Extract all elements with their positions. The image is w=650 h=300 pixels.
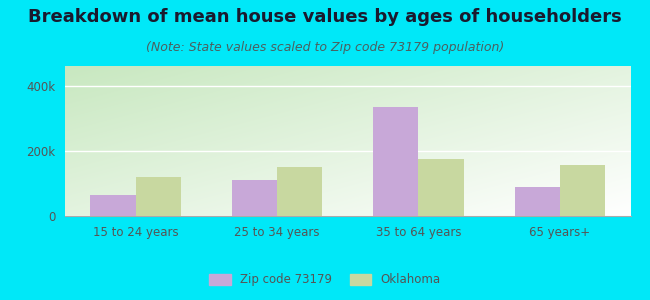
Bar xyxy=(560,166,605,216)
Legend: Zip code 73179, Oklahoma: Zip code 73179, Oklahoma xyxy=(205,269,445,291)
Text: (Note: State values scaled to Zip code 73179 population): (Note: State values scaled to Zip code 7… xyxy=(146,40,504,53)
Bar xyxy=(136,177,181,216)
Bar xyxy=(277,167,322,216)
Bar xyxy=(419,159,463,216)
Bar xyxy=(373,107,419,216)
Bar xyxy=(515,187,560,216)
Bar xyxy=(90,195,136,216)
Bar xyxy=(232,180,277,216)
Text: Breakdown of mean house values by ages of householders: Breakdown of mean house values by ages o… xyxy=(28,8,622,26)
